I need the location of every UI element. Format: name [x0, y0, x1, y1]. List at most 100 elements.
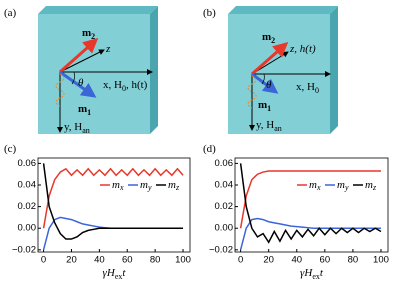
diagram-b: (b) m2 z, h(t) θ x, H0 m1 y, Han [203, 6, 338, 134]
m2-arrow [59, 38, 99, 74]
series-line [42, 163, 184, 240]
x-tick-label: 20 [263, 255, 274, 266]
text: 1 [87, 108, 91, 117]
m1-label: m1 [78, 103, 91, 117]
cube-side [330, 6, 338, 134]
text: t [320, 267, 324, 279]
cube-face [38, 14, 150, 134]
text: x [316, 183, 321, 192]
x-tick-label: 100 [373, 255, 389, 266]
text: 2 [271, 36, 275, 45]
text: , h(t) [126, 79, 148, 91]
y-tick-label: 0.04 [215, 180, 234, 191]
text: m [365, 179, 373, 191]
diagram-a: (a) m2 z θ x, H0, h(t) m1 y, Han [4, 6, 158, 135]
theta-label: θ [266, 79, 272, 91]
m1-label: m1 [258, 99, 271, 113]
text: γH [300, 267, 313, 279]
plot-frame [37, 157, 191, 253]
y-tick-label: 0.06 [18, 158, 37, 169]
series-line [239, 163, 382, 244]
m1-arrow [59, 70, 97, 98]
plot-frame [234, 157, 389, 253]
legend-label: my [337, 179, 349, 192]
y-tick-label: −0.02 [12, 244, 36, 255]
text: y, H [64, 121, 82, 133]
text: z [175, 183, 180, 192]
x-label: x, H0 [296, 81, 319, 95]
z-label: z [105, 43, 111, 55]
charts: (c)−0.020.000.020.040.060 20 40 60 80 100γHex… [4, 143, 389, 281]
x-tick-label: 0 [41, 255, 46, 266]
legend-label: my [140, 179, 152, 192]
text: ex [115, 272, 123, 281]
text: x, H [296, 81, 315, 93]
y-tick-label: 0.06 [215, 158, 234, 169]
text: m [140, 179, 148, 191]
text: x, H [103, 79, 122, 91]
series-line [239, 170, 381, 229]
y-tick-label: 0.02 [18, 201, 37, 212]
text: y, H [256, 119, 274, 131]
panel-label: (a) [4, 7, 17, 19]
text: m [258, 99, 267, 111]
text: m [112, 179, 120, 191]
text: an [82, 126, 90, 135]
legend-label: mz [365, 179, 377, 192]
y-tick-label: 0.00 [18, 223, 37, 234]
text: ex [312, 272, 320, 281]
cube-top [38, 6, 158, 14]
precession [247, 75, 257, 109]
series-line [42, 167, 184, 229]
x-tick-label: 20 [66, 255, 77, 266]
text: 1 [267, 104, 271, 113]
x-tick-label: 100 [175, 255, 191, 266]
x-tick-label: 60 [320, 255, 331, 266]
text: z [372, 183, 377, 192]
x-tick-label: 60 [122, 255, 133, 266]
text: m [78, 103, 87, 115]
y-tick-label: 0.02 [215, 201, 234, 212]
text: m [262, 31, 271, 43]
panel-label: (c) [4, 143, 17, 155]
text: x [119, 183, 124, 192]
x-axis-label: γHext [103, 267, 127, 281]
y-tick-label: 0.04 [18, 180, 37, 191]
panel-label: (b) [203, 7, 216, 19]
x-label: x, H0, h(t) [103, 79, 148, 93]
text: y [344, 183, 349, 192]
text: 0 [122, 84, 126, 93]
legend-label: mz [168, 179, 180, 192]
m1-arrow [251, 72, 279, 94]
x-tick-label: 40 [291, 255, 302, 266]
text: an [274, 124, 282, 133]
legend-label: mx [309, 179, 321, 192]
series-line [42, 216, 184, 251]
x-tick-label: 0 [238, 255, 243, 266]
y-label: y, Han [256, 119, 282, 133]
series-line [239, 217, 381, 251]
text: m [337, 179, 345, 191]
text: m [168, 179, 176, 191]
text: m [309, 179, 317, 191]
y-tick-label: −0.02 [209, 244, 233, 255]
m2-label: m2 [82, 27, 95, 41]
theta-label: θ [78, 77, 84, 89]
y-tick-label: 0.00 [215, 223, 234, 234]
theta-arc [261, 73, 265, 85]
text: 0 [315, 86, 319, 95]
text: t [122, 267, 126, 279]
x-tick-label: 40 [94, 255, 105, 266]
panel-label: (d) [203, 143, 216, 155]
text: 2 [91, 32, 95, 41]
text: m [82, 27, 91, 39]
precession [55, 73, 65, 107]
y-label: y, Han [64, 121, 90, 135]
z-axis-arrow [59, 49, 105, 73]
text: γH [103, 267, 116, 279]
z-label: z, h(t) [289, 43, 316, 55]
cube-top [228, 6, 338, 14]
legend-label: mx [112, 179, 124, 192]
